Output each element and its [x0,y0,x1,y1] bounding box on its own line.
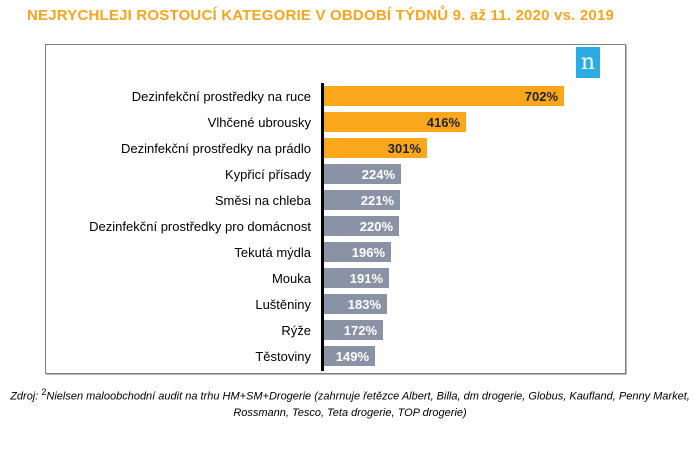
axis-line [321,83,324,371]
category-label: Dezinfekční prostředky na prádlo [120,140,311,156]
bar: 301% [324,138,427,158]
bar-area: 221% [324,190,625,210]
bar: 183% [324,294,387,314]
value-label: 149% [335,348,369,364]
bar: 702% [324,86,564,106]
bar-area: 191% [324,268,625,288]
category-label: Luštěniny [255,296,311,312]
bar-row: Dezinfekční prostředky na prádlo 301% [46,138,625,158]
value-label: 416% [426,114,460,130]
value-label: 196% [351,244,385,260]
category-label: Dezinfekční prostředky pro domácnost [89,218,311,234]
category-label: Rýže [281,322,311,338]
category-label: Dezinfekční prostředky na ruce [131,88,311,104]
value-label: 183% [347,296,381,312]
bar-row: Rýže 172% [46,320,625,340]
value-label: 702% [524,88,558,104]
category-label: Vlhčené ubrousky [207,114,311,130]
bar: 220% [324,216,399,236]
value-label: 224% [361,166,395,182]
bar-row: Dezinfekční prostředky na ruce 702% [46,86,625,106]
bar: 221% [324,190,400,210]
source-superscript: 2 [41,387,47,397]
nielsen-logo-letter: n [580,49,596,75]
bar: 224% [324,164,401,184]
value-label: 191% [349,270,383,286]
category-label: Kypřicí přísady [225,166,311,182]
bar-row: Směsi na chleba 221% [46,190,625,210]
value-label: 172% [343,322,377,338]
bar: 172% [324,320,383,340]
bar-row: Vlhčené ubrousky 416% [46,112,625,132]
category-label: Mouka [271,270,311,286]
bar-row: Mouka 191% [46,268,625,288]
bar-area: 224% [324,164,625,184]
category-label: Tekutá mýdla [234,244,311,260]
bar-area: 196% [324,242,625,262]
bar-row: Těstoviny 149% [46,346,625,366]
source-text: Nielsen maloobchodní audit na trhu HM+SM… [46,390,690,419]
chart-panel: n Dezinfekční prostředky na ruce 702% Vl… [45,44,626,374]
bar-area: 301% [324,138,625,158]
bar-row: Dezinfekční prostředky pro domácnost 220… [46,216,625,236]
bar-area: 183% [324,294,625,314]
bar-plot: Dezinfekční prostředky na ruce 702% Vlhč… [46,86,625,372]
source-label: Zdroj: [10,390,39,403]
value-label: 301% [387,140,421,156]
bar-area: 220% [324,216,625,236]
bar-area: 702% [324,86,625,106]
bar-row: Tekutá mýdla 196% [46,242,625,262]
bar-area: 149% [324,346,625,366]
bar-area: 416% [324,112,625,132]
category-label: Směsi na chleba [214,192,311,208]
value-label: 221% [360,192,394,208]
bar-row: Kypřicí přísady 224% [46,164,625,184]
bar: 196% [324,242,391,262]
bar-area: 172% [324,320,625,340]
category-label: Těstoviny [255,348,311,364]
bar: 191% [324,268,389,288]
bar-row: Luštěniny 183% [46,294,625,314]
value-label: 220% [359,218,393,234]
nielsen-logo-icon: n [576,47,600,78]
source-note: Zdroj: 2Nielsen maloobchodní audit na tr… [10,386,690,422]
bar: 149% [324,346,375,366]
bar: 416% [324,112,466,132]
chart-title: NEJRYCHLEJI ROSTOUCÍ KATEGORIE V OBDOBÍ … [27,7,615,24]
